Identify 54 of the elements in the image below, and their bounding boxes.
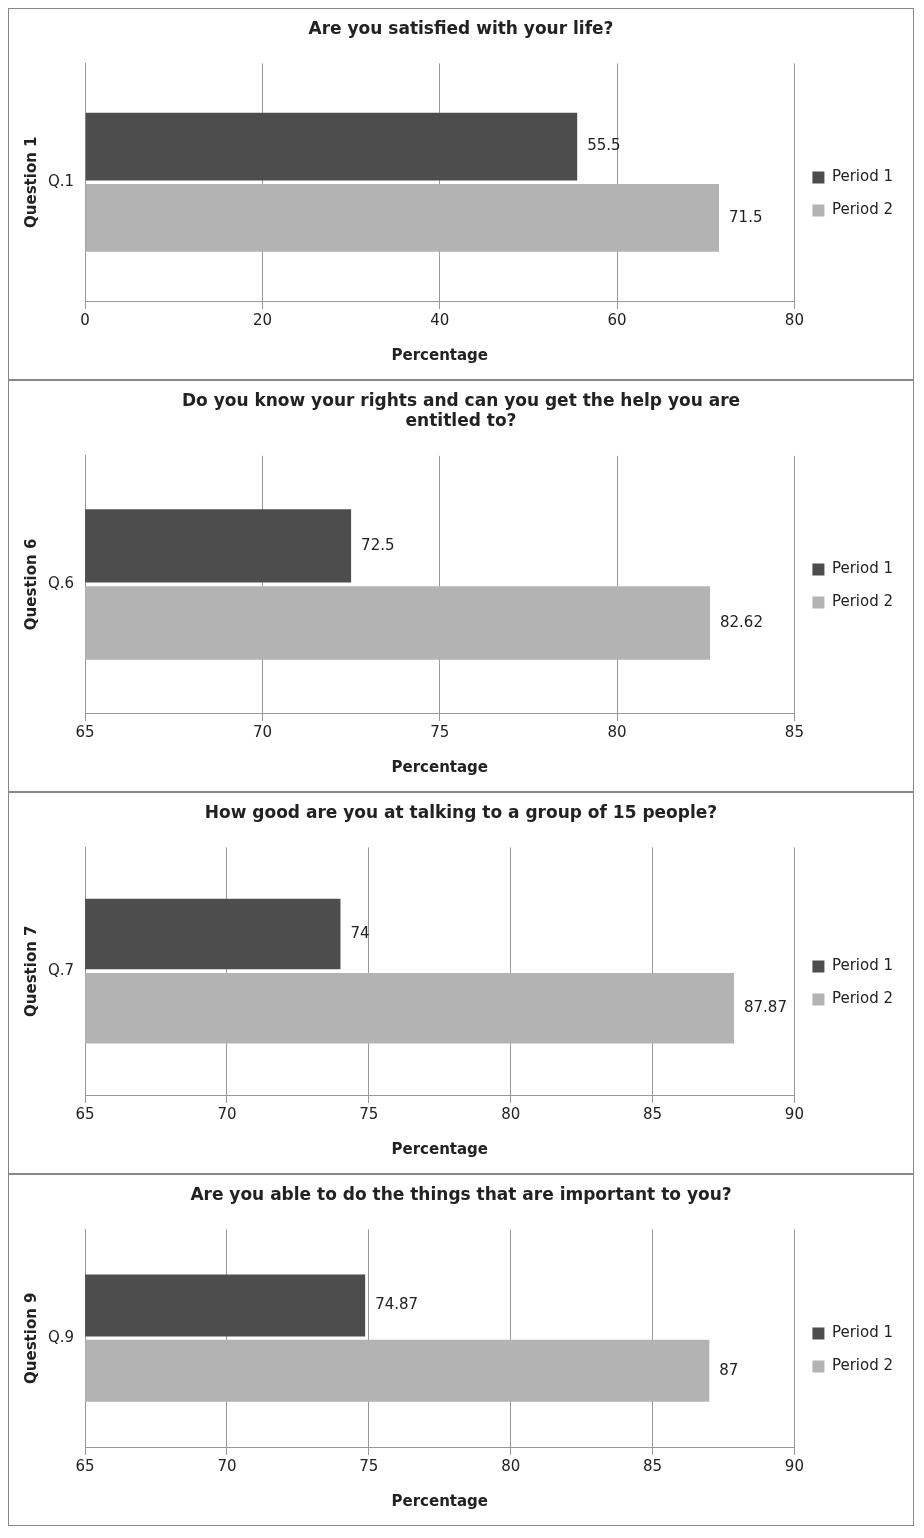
x-tick-label: 20: [252, 310, 272, 329]
x-axis-title: Percentage: [391, 1139, 489, 1158]
x-tick-label: 80: [501, 1456, 521, 1475]
y-tick-label: Q.9: [47, 1328, 75, 1347]
y-tick-label: Q.1: [47, 172, 75, 191]
x-tick-label: 75: [359, 1104, 379, 1123]
y-tick-label: Q.7: [47, 961, 75, 980]
x-tick-label: 65: [75, 722, 95, 741]
data-label: 72.5: [361, 535, 395, 554]
x-tick-label: 80: [607, 722, 627, 741]
x-tick-label: 85: [643, 1104, 663, 1123]
data-label: 55.5: [587, 136, 621, 155]
x-axis-title: Percentage: [391, 1491, 489, 1510]
legend-label: Period 2: [831, 989, 894, 1008]
legend-label: Period 2: [831, 1356, 894, 1375]
legend-label: Period 2: [831, 200, 894, 219]
y-axis-title: Question 1: [21, 136, 40, 228]
chart-title: How good are you at talking to a group of 15 people?: [204, 801, 718, 822]
legend-label: Period 1: [831, 559, 894, 578]
data-label: 82.62: [720, 612, 763, 631]
x-tick-label: 80: [784, 310, 804, 329]
x-axis-title: Percentage: [391, 757, 489, 776]
y-axis-title: Question 7: [21, 925, 40, 1017]
x-tick-label: 70: [217, 1456, 237, 1475]
data-label: 74.87: [375, 1295, 419, 1314]
y-tick-label: Q.6: [47, 574, 75, 593]
x-tick-label: 80: [501, 1104, 521, 1123]
x-tick-label: 85: [643, 1456, 663, 1475]
data-label: 74: [350, 923, 370, 942]
y-axis-title: Question 9: [21, 1292, 40, 1384]
x-tick-label: 75: [359, 1456, 379, 1475]
x-tick-label: 40: [430, 310, 450, 329]
legend-label: Period 2: [831, 592, 894, 611]
x-tick-label: 85: [784, 722, 804, 741]
x-tick-label: 70: [217, 1104, 237, 1123]
x-axis-title: Percentage: [391, 345, 489, 364]
x-tick-label: 90: [784, 1104, 804, 1123]
legend-label: Period 1: [831, 1323, 894, 1342]
chart-title: Are you able to do the things that are important to you?: [190, 1183, 732, 1204]
data-label: 87: [719, 1360, 739, 1379]
x-tick-label: 75: [430, 722, 450, 741]
x-tick-label: 60: [607, 310, 627, 329]
legend-label: Period 1: [831, 956, 894, 975]
x-tick-label: 70: [252, 722, 272, 741]
data-label: 87.87: [743, 998, 787, 1017]
legend-label: Period 1: [831, 167, 894, 186]
x-tick-label: 0: [80, 310, 90, 329]
x-tick-label: 65: [75, 1456, 95, 1475]
data-label: 71.5: [729, 207, 763, 226]
x-tick-label: 90: [784, 1456, 804, 1475]
chart-title: Do you know your rights and can you get the help you are entitled to?: [181, 389, 741, 431]
y-axis-title: Question 6: [21, 538, 40, 631]
chart-title: Are you satisfied with your life?: [308, 17, 614, 38]
x-tick-label: 65: [75, 1104, 95, 1123]
